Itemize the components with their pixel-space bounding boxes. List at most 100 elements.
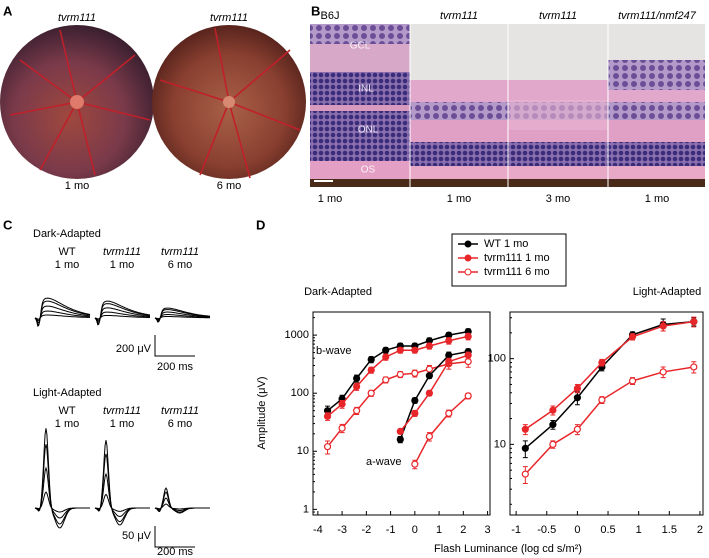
point <box>628 377 637 385</box>
point <box>411 346 419 354</box>
erg-trace <box>94 440 150 526</box>
series-line <box>327 335 469 417</box>
x-tick-label: 0.5 <box>600 524 615 536</box>
y-tick-label: 100 <box>488 353 506 365</box>
column-title: tvrm111/nmf247 <box>618 10 697 22</box>
erg-trace <box>154 311 210 321</box>
erg-trace <box>154 487 210 514</box>
vessels <box>9 27 301 179</box>
point <box>464 332 472 341</box>
legend-label: tvrm111 6 mo <box>484 266 550 278</box>
point <box>396 435 404 444</box>
erg-trace <box>94 307 151 323</box>
erg-traces <box>34 297 211 529</box>
scale-label: 200 ms <box>157 361 194 373</box>
x-tick-label: 1.5 <box>662 524 677 536</box>
group-title: Dark-Adapted <box>33 228 101 240</box>
point <box>659 322 667 330</box>
legend-marker <box>464 240 472 248</box>
point <box>382 353 390 361</box>
point <box>323 443 332 451</box>
annotation: a-wave <box>366 456 401 468</box>
point <box>464 351 472 359</box>
point <box>464 392 472 400</box>
y-tick-label: 1 <box>303 503 309 515</box>
x-tick-label: -1 <box>511 524 521 536</box>
group-title: Light-Adapted <box>33 387 102 399</box>
chart-title: Light-Adapted <box>633 286 702 298</box>
erg-trace <box>34 428 90 529</box>
point <box>382 346 390 354</box>
x-tick-label: -4 <box>313 524 323 536</box>
point <box>598 396 606 404</box>
erg-trace <box>154 307 211 323</box>
point <box>445 409 453 417</box>
x-tick-label: -3 <box>337 524 347 536</box>
layer-label: INL <box>358 84 374 95</box>
point <box>521 470 529 478</box>
column-title: WT <box>58 246 75 258</box>
panel-label: B <box>311 3 320 18</box>
point <box>549 440 557 448</box>
point <box>573 384 581 392</box>
point <box>573 394 581 402</box>
point <box>425 365 433 373</box>
x-tick-label: 1 <box>636 524 642 536</box>
image-caption: 6 mo <box>217 180 241 192</box>
erg-trace <box>34 300 91 326</box>
x-tick-label: 0 <box>412 524 418 536</box>
panel-label: A <box>3 3 13 18</box>
point <box>411 409 419 417</box>
point <box>425 389 433 397</box>
series-line <box>524 320 694 430</box>
point <box>425 432 433 441</box>
y-tick-label: 100 <box>291 387 309 399</box>
point <box>353 382 361 391</box>
column-caption: 1 mo <box>318 193 342 205</box>
erg-trace <box>94 300 151 326</box>
point <box>396 370 404 379</box>
point <box>464 357 472 366</box>
y-tick-label: 1000 <box>285 329 309 341</box>
histology <box>310 24 705 187</box>
image-caption: 1 mo <box>65 180 89 192</box>
point <box>445 351 453 359</box>
chart-title: Dark-Adapted <box>304 286 372 298</box>
optic-disc <box>70 95 84 109</box>
layer-label: ONL <box>358 125 379 136</box>
column-caption: 3 mo <box>546 193 570 205</box>
point <box>396 346 404 354</box>
point <box>382 376 390 384</box>
x-tick-label: 0 <box>574 524 580 536</box>
layer-label: OS <box>361 165 376 176</box>
column-caption: 1 mo <box>55 418 79 430</box>
column-title: tvrm111 <box>103 246 141 258</box>
legend-label: WT 1 mo <box>484 238 528 250</box>
series-line <box>414 395 469 465</box>
x-tick-label: 3 <box>485 524 491 536</box>
panel-label: C <box>3 217 13 232</box>
point <box>411 396 419 405</box>
x-tick-label: 1 <box>436 524 442 536</box>
column-title: tvrm111 <box>103 405 141 417</box>
legend-marker <box>464 268 472 276</box>
column-title: WT <box>58 405 75 417</box>
column-title: tvrm111 <box>161 246 199 258</box>
point <box>573 425 581 433</box>
column-caption: 6 mo <box>168 418 192 430</box>
annotation: b-wave <box>316 345 351 357</box>
point <box>521 425 529 433</box>
y-axis-label: Amplitude (μV) <box>256 377 268 450</box>
point <box>659 368 667 376</box>
y-tick-label: 10 <box>494 438 506 450</box>
point <box>690 363 698 371</box>
series-line <box>399 354 469 432</box>
scale-bar <box>154 335 195 357</box>
point <box>445 337 453 345</box>
point <box>411 460 419 468</box>
x-tick-label: -2 <box>361 524 371 536</box>
point <box>425 372 433 380</box>
column-caption: 1 mo <box>110 418 134 430</box>
column-caption: 1 mo <box>55 259 79 271</box>
